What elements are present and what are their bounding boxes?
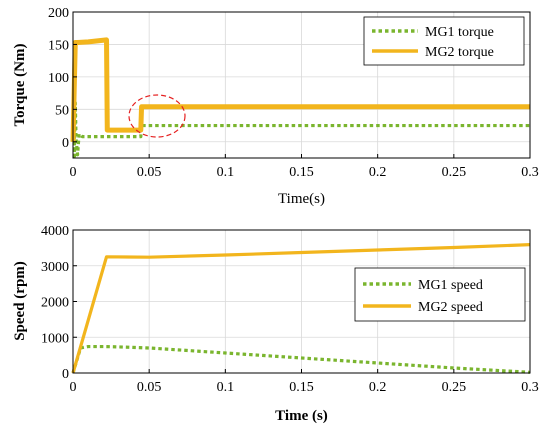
speed-x-tick-label: 0.25	[442, 380, 467, 395]
torque-x-tick-label: 0.2	[369, 165, 387, 180]
speed-ticks: 0 0.05 0.1 0.15 0.2 0.25 0.3 0 1000 2000 3000 4000	[41, 224, 539, 395]
torque-ticks: 0 0.05 0.1 0.15 0.2 0.25 0.3 0 50 100 150 200	[48, 6, 539, 180]
series-line-mg2-speed	[71, 243, 531, 374]
speed-series	[71, 243, 531, 374]
speed-y-axis-label: Speed (rpm)	[12, 261, 28, 341]
torque-y-tick-label: 0	[62, 136, 69, 151]
torque-y-tick-label: 50	[55, 103, 69, 118]
torque-x-tick-label: 0.15	[289, 165, 314, 180]
torque-x-tick-label: 0.05	[137, 165, 162, 180]
torque-y-tick-label: 150	[48, 38, 69, 53]
torque-y-tick-label: 200	[48, 6, 69, 21]
torque-chart: 0 0.05 0.1 0.15 0.2 0.25 0.3 0 50 100 150 200 Time(…	[12, 6, 539, 207]
speed-chart: 0 0.05 0.1 0.15 0.2 0.25 0.301000200030004000 …	[12, 224, 539, 424]
torque-x-axis-label: Time(s)	[278, 191, 325, 207]
speed-x-tick-label: 0.2	[369, 380, 387, 395]
torque-x-tick-label: 0.1	[217, 165, 235, 180]
torque-legend-box	[363, 16, 525, 66]
speed-x-tick-label: 0.3	[521, 380, 539, 395]
speed-y-tick-label: 3000	[41, 260, 69, 275]
torque-y-axis-label: Torque (Nm)	[12, 44, 28, 127]
speed-x-tick-label: 0.05	[137, 380, 162, 395]
torque-x-tick-label: 0.25	[442, 165, 467, 180]
speed-x-tick-label: 0.1	[217, 380, 235, 395]
series-line-mg2-torque	[70, 37, 530, 142]
torque-y-tick-label: 100	[48, 71, 69, 86]
torque-x-tick-label: 0	[70, 165, 77, 180]
torque-legend: MG1 torque MG2 torque	[363, 16, 525, 66]
legend-label-mg2-speed: MG2 speed	[418, 300, 483, 315]
torque-x-tick-label: 0.3	[521, 165, 539, 180]
speed-legend: MG1 speed MG2 speed	[354, 267, 526, 322]
speed-y-tick-label: 2000	[41, 296, 69, 311]
speed-y-tick-label: 4000	[41, 224, 69, 239]
legend-label-mg2-torque: MG2 torque	[425, 45, 494, 60]
speed-y-tick-label: 1000	[41, 331, 69, 346]
torque-series	[70, 37, 530, 158]
speed-x-tick-label: 0.15	[289, 380, 314, 395]
legend-label-mg1-torque: MG1 torque	[425, 25, 494, 40]
highlight-circle	[128, 94, 186, 138]
speed-legend-box	[354, 267, 526, 322]
legend-label-mg1-speed: MG1 speed	[418, 278, 483, 293]
speed-y-tick-label: 0	[62, 367, 69, 382]
speed-x-tick-label: 0	[70, 380, 77, 395]
speed-x-axis-label: Time (s)	[275, 408, 328, 424]
